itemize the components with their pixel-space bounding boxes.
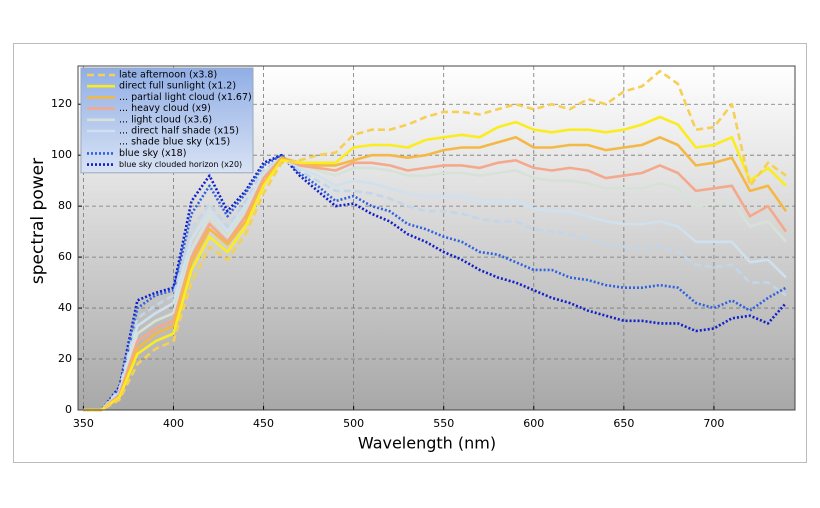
y-tick-label: 100 (51, 148, 72, 161)
legend-label: late afternoon (x3.8) (119, 70, 217, 81)
plot-border (77, 65, 796, 411)
x-tick-label: 700 (703, 417, 724, 430)
x-tick-label: 450 (253, 417, 274, 430)
series-line (83, 136, 788, 412)
legend-label: blue sky (x18) (119, 148, 186, 159)
series-line (83, 69, 787, 412)
legend-label: direct full sunlight (x1.2) (119, 81, 236, 92)
y-tick-label: 20 (58, 352, 72, 365)
x-tick-label: 350 (73, 417, 94, 430)
x-tick-label: 500 (343, 417, 364, 430)
y-tick-label: 80 (58, 199, 72, 212)
series-line (83, 156, 788, 412)
legend-label: ... direct half shade (x15) (119, 126, 239, 137)
legend-label: ... partial light cloud (x1.67) (119, 92, 252, 103)
x-tick-label: 650 (613, 417, 634, 430)
series-line (83, 153, 787, 412)
legend-label: ... light cloud (x3.6) (119, 114, 212, 125)
x-tick-label: 600 (523, 417, 544, 430)
series-line (83, 156, 787, 412)
x-tick-label: 400 (163, 417, 184, 430)
y-axis-label: spectral power (28, 158, 48, 284)
legend: late afternoon (x3.8)direct full sunligh… (80, 67, 254, 174)
legend-label: blue sky clouded horizon (x20) (119, 160, 242, 169)
legend-label: ... heavy cloud (x9) (119, 103, 211, 114)
x-tick-label: 550 (433, 417, 454, 430)
legend-label: ... shade blue sky (x15) (119, 137, 230, 148)
series-line (83, 115, 787, 412)
y-tick-label: 60 (58, 250, 72, 263)
series-line (83, 156, 787, 412)
series-line (83, 156, 787, 412)
y-tick-label: 120 (51, 97, 72, 110)
x-axis-label: Wavelength (nm) (358, 434, 496, 453)
y-tick-label: 40 (58, 301, 72, 314)
y-tick-label: 0 (65, 403, 72, 416)
